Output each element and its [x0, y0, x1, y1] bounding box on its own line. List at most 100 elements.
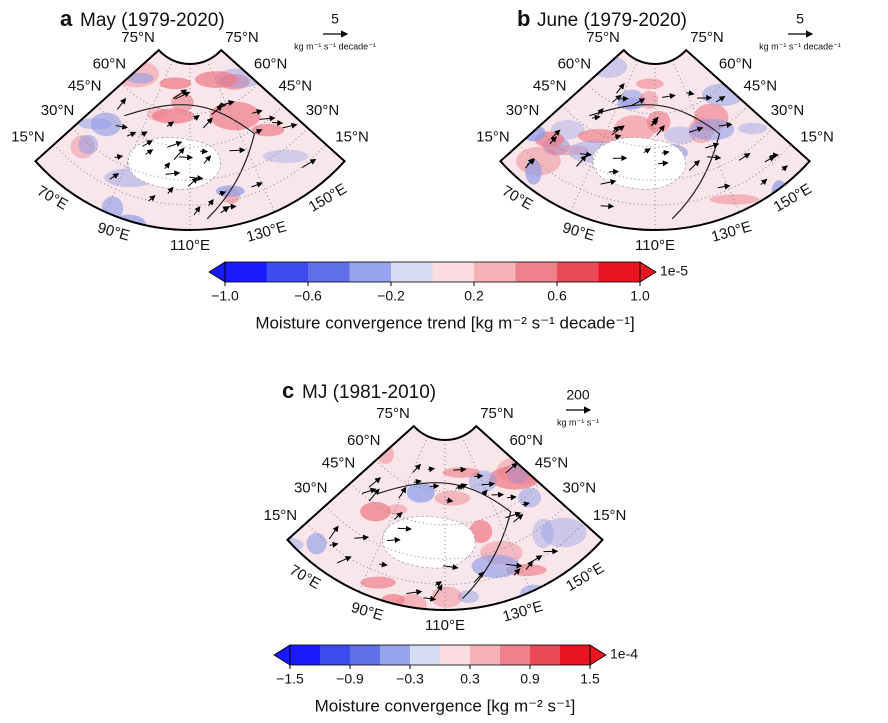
lat-label: 60°N: [347, 432, 381, 449]
vector: [148, 195, 156, 202]
vector: [368, 488, 380, 502]
vector: [507, 494, 517, 501]
vector: [513, 568, 521, 576]
shading: [360, 501, 391, 522]
colorbar-frame: [289, 644, 591, 666]
shading: [469, 520, 493, 543]
vector: [167, 141, 183, 148]
shading: [262, 149, 309, 164]
lat-label: 75°N: [690, 29, 724, 46]
map-border: [34, 48, 346, 231]
colorbar-bin: [470, 645, 501, 665]
colorbar-label: Moisture convergence trend [kg m⁻² s⁻¹ d…: [255, 313, 634, 332]
vector: [717, 183, 731, 190]
lat-label: 75°N: [121, 29, 155, 46]
vector: [398, 486, 407, 499]
vector: [522, 501, 530, 508]
colorbar-frame: [224, 261, 641, 283]
panel-title: June (1979-2020): [537, 10, 687, 31]
vector: [781, 165, 788, 172]
colorbar-bin: [410, 645, 441, 665]
vector: [255, 129, 263, 135]
panel-title: MJ (1981-2010): [302, 382, 436, 403]
vector: [114, 154, 124, 160]
lon-label: 130°E: [501, 598, 545, 626]
lat-label: 60°N: [254, 55, 288, 72]
lat-label: 15°N: [476, 129, 510, 146]
vector: [379, 561, 388, 568]
vector: [166, 121, 175, 128]
graticule: [96, 105, 284, 148]
vector: [769, 152, 780, 159]
shading: [520, 584, 548, 601]
colorbar-tick-label: 1.5: [580, 671, 600, 687]
vector: [661, 93, 676, 100]
colorbar-label: Moisture convergence [kg m⁻² s⁻¹]: [315, 696, 576, 715]
graticule: [358, 436, 429, 592]
lon-label: 130°E: [244, 218, 288, 246]
lon-label: 130°E: [709, 218, 753, 246]
vector: [218, 190, 227, 197]
lat-label: 30°N: [563, 480, 597, 497]
vector: [524, 157, 534, 169]
vector: [272, 119, 284, 126]
lon-label: 110°E: [170, 237, 210, 254]
colorbar-bin: [266, 262, 309, 282]
vector: [393, 511, 403, 520]
shading: [159, 77, 192, 90]
colorbar-multiplier: 1e-4: [610, 646, 638, 662]
lat-label: 45°N: [68, 78, 102, 95]
vector: [614, 134, 622, 140]
coastline: [589, 104, 721, 220]
vector: [612, 125, 620, 133]
vector: [368, 477, 381, 488]
colorbar-tick-label: −0.9: [336, 671, 364, 687]
map-border: [286, 424, 604, 612]
shading: [613, 115, 655, 143]
vector: [549, 136, 557, 145]
shading: [101, 196, 124, 221]
lat-label: 15°N: [11, 129, 45, 146]
vector: [412, 463, 422, 473]
lat-label: 30°N: [771, 102, 805, 119]
vector: [597, 108, 604, 116]
vector: [115, 123, 129, 130]
vector: [442, 564, 459, 571]
vector: [361, 487, 377, 494]
vector-key-units: kg m⁻¹ s⁻¹ decade⁻¹: [759, 41, 841, 51]
lat-label: 30°N: [306, 102, 340, 119]
vector: [661, 149, 670, 156]
vector: [178, 154, 194, 161]
vector: [336, 556, 352, 564]
lat-label: 60°N: [93, 55, 127, 72]
shading: [406, 482, 435, 503]
colorbar-bin: [290, 645, 321, 665]
lat-label: 60°N: [558, 55, 592, 72]
lat-label: 15°N: [335, 129, 369, 146]
colorbar-extend-low: [208, 261, 226, 283]
vector: [200, 148, 209, 155]
vector: [172, 89, 188, 99]
vector: [329, 541, 339, 548]
vector: [109, 173, 120, 180]
vector: [525, 560, 534, 570]
vector: [481, 481, 496, 488]
map-panel: 75°N 60°N 45°N 30°N 15°N 75°N 60°N 45°N 30°N 15°N…: [11, 6, 376, 254]
vector: [164, 162, 171, 170]
vector: [207, 198, 214, 207]
panel-letter: b: [517, 6, 530, 31]
vector: [453, 466, 467, 473]
colorbar-tick-label: −1.0: [211, 288, 239, 304]
vector: [433, 584, 443, 598]
vector: [173, 147, 185, 160]
colorbar-bin: [515, 262, 558, 282]
vector: [688, 126, 704, 133]
vector: [167, 186, 174, 195]
lon-label: 90°E: [560, 219, 596, 244]
vector-key-units: kg m⁻¹ s⁻¹ decade⁻¹: [294, 41, 376, 51]
lat-label: 15°N: [593, 507, 627, 524]
colorbar-bin: [350, 645, 381, 665]
vector: [505, 462, 518, 474]
map-panel: 75°N 60°N 45°N 30°N 15°N 75°N 60°N 45°N 30°N 15°N…: [476, 6, 841, 254]
